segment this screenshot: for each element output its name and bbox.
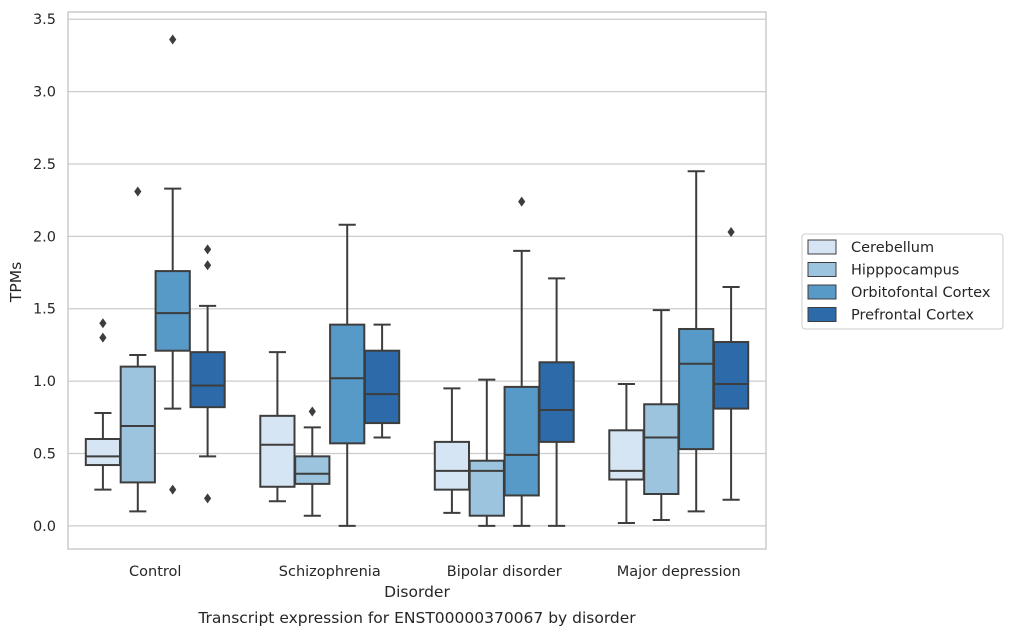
y-tick-label: 3.0 [33, 85, 56, 101]
box-orbitofontal-cortex [678, 170, 715, 513]
iqr-box [503, 385, 540, 497]
box-prefrontal-cortex [189, 244, 226, 504]
outlier-point [169, 34, 177, 45]
iqr-box [538, 361, 575, 443]
legend-swatch [807, 239, 837, 255]
plot-frame [67, 11, 767, 550]
legend-label: Prefrontal Cortex [851, 308, 974, 324]
box-hipppocampus [643, 309, 680, 522]
iqr-box [363, 349, 401, 425]
outlier-point [727, 227, 735, 238]
box-cerebellum [84, 318, 122, 491]
x-tick-label: Major depression [617, 564, 741, 580]
box-prefrontal-cortex [363, 323, 401, 439]
iqr-box [84, 437, 122, 467]
y-tick-label: 2.0 [33, 229, 56, 245]
box-cerebellum [433, 387, 471, 514]
x-tick-label: Bipolar disorder [447, 564, 562, 580]
iqr-box [329, 323, 366, 445]
legend-swatch [807, 307, 837, 322]
legend-label: Orbitofontal Cortex [851, 285, 991, 301]
y-tick-label: 1.5 [33, 302, 56, 318]
legend-swatch [807, 284, 837, 300]
outlier-point [204, 244, 212, 255]
legend: Cerebellum Hipppocampus Orbitofontal Corte… [801, 233, 1004, 330]
box-cerebellum [259, 351, 296, 503]
box-prefrontal-cortex [538, 277, 575, 527]
x-tick-label: Schizophrenia [279, 564, 381, 580]
legend-label: Cerebellum [851, 240, 934, 256]
iqr-box [154, 270, 191, 352]
outlier-point [204, 493, 212, 504]
iqr-box [259, 414, 296, 488]
legend-frame [801, 233, 1004, 330]
outlier-point [99, 332, 107, 343]
outlier-point [204, 260, 212, 271]
legend-swatch [807, 262, 837, 277]
outlier-point [99, 318, 107, 329]
iqr-box [294, 455, 331, 485]
x-tick-labels: Control Schizophrenia Bipolar disorder Majo… [129, 564, 741, 580]
y-tick-label: 0.5 [33, 446, 56, 462]
y-tick-label: 0.0 [33, 519, 56, 535]
box-orbitofontal-cortex [154, 34, 191, 495]
iqr-box [608, 429, 645, 481]
x-tick-label: Control [129, 564, 181, 580]
outlier-point [169, 484, 177, 495]
box-hipppocampus [294, 406, 331, 517]
box-groups [84, 34, 750, 527]
y-axis-label: TPMs [7, 262, 25, 303]
x-axis-label: Disorder [384, 583, 450, 601]
iqr-box [189, 351, 226, 409]
box-hipppocampus [468, 378, 505, 527]
iqr-box [119, 365, 156, 484]
box-orbitofontal-cortex [503, 196, 540, 527]
box-cerebellum [608, 382, 645, 524]
iqr-box [433, 440, 471, 491]
box-hipppocampus [119, 186, 156, 513]
iqr-box [468, 459, 505, 517]
y-tick-label: 1.0 [33, 374, 56, 390]
outlier-point [308, 406, 316, 417]
y-tick-labels: 0.0 0.5 1.0 1.5 2.0 2.5 3.0 3.5 [33, 12, 56, 535]
outlier-point [134, 186, 142, 197]
figure-caption: Transcript expression for ENST0000037006… [197, 609, 636, 627]
y-tick-label: 2.5 [33, 157, 56, 173]
iqr-box [712, 341, 750, 410]
box-orbitofontal-cortex [329, 223, 366, 527]
legend-label: Hipppocampus [851, 263, 959, 279]
box-prefrontal-cortex [712, 227, 750, 501]
y-tick-label: 3.5 [33, 12, 56, 28]
iqr-box [678, 327, 715, 451]
iqr-box [643, 403, 680, 495]
outlier-point [518, 196, 526, 207]
